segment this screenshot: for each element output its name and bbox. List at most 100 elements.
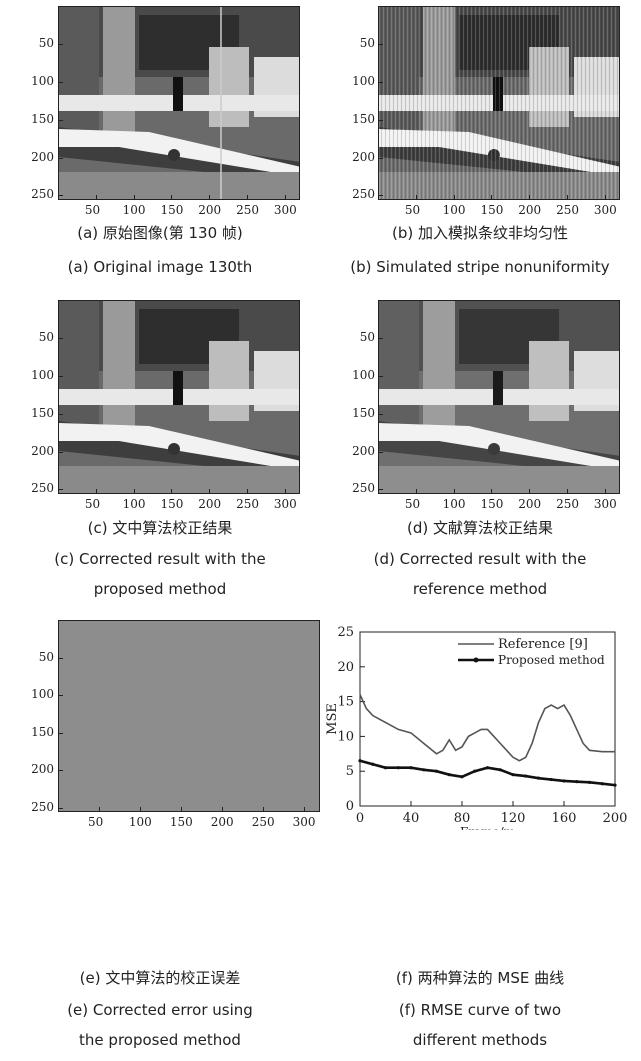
panel-d-image [378, 300, 620, 494]
y-tick [58, 770, 63, 771]
panel-c-image [58, 300, 300, 494]
x-tick-label: 250 [556, 497, 579, 511]
panel-a: (a) 原始图像(第 130 帧) (a) Original image 130… [0, 0, 320, 292]
x-tick [95, 489, 97, 494]
x-tick-label: 200 [518, 203, 542, 217]
x-tick [171, 195, 173, 200]
x-tick-label: 300 [593, 203, 617, 217]
panel-b-image [378, 6, 620, 200]
y-tick-label: 150 [352, 111, 375, 126]
x-tick-label: 150 [480, 203, 504, 217]
y-tick-label: 150 [31, 724, 54, 739]
panel-a-image [58, 6, 300, 200]
x-tick-label: 150 [480, 497, 504, 511]
panel-c-caption-cn: (c) 文中算法校正结果 [87, 519, 233, 537]
y-tick [58, 157, 63, 159]
y-tick-label: 50 [359, 35, 375, 50]
panel-e-image [58, 620, 320, 812]
x-tick [247, 489, 249, 494]
x-tick [604, 195, 606, 200]
panel-c: (c) 文中算法校正结果 (c) Corrected result with t… [0, 292, 320, 620]
panel-a-caption-cn: (a) 原始图像(第 130 帧) [77, 224, 243, 242]
panel-f: 0 5 10 15 20 25 0 40 80 120 160 200 Frame/m MSE Refere… [320, 620, 641, 1061]
panel-b-caption-en: (b) Simulated stripe nonuniformity [350, 258, 610, 276]
x-tick-label: 200 [198, 497, 222, 511]
x-tick [415, 489, 417, 494]
chart-point-proposed [600, 782, 604, 786]
x-tick-label: 100 [128, 815, 152, 829]
panel-f-caption-cn: (f) 两种算法的 MSE 曲线 [395, 969, 565, 987]
thermal-scene-striped-image [379, 7, 619, 199]
panel-d-caption-en-2: reference method [412, 580, 548, 598]
x-tick [567, 195, 569, 200]
chart-x-axis-label: Frame/m [460, 825, 516, 830]
y-tick-label: 200 [31, 443, 54, 458]
y-tick-label: 200 [352, 149, 375, 164]
chart-point-proposed [511, 773, 515, 777]
x-tick [284, 489, 286, 494]
reference-corrected-scene-image [379, 301, 619, 493]
y-tick [58, 375, 63, 377]
y-tick-label: 100 [31, 687, 54, 701]
panel-e-caption-en-2: the proposed method [79, 1031, 241, 1049]
x-tick [262, 807, 264, 812]
chart-point-proposed [485, 766, 490, 770]
panel-e-caption-en-1: (e) Corrected error using [67, 1001, 253, 1019]
y-tick [58, 413, 63, 415]
y-tick-label: 50 [38, 329, 54, 344]
y-tick-label: 200 [352, 443, 375, 458]
y-tick [378, 157, 383, 159]
panel-a-caption-en: (a) Original image 130th [67, 258, 253, 276]
panel-d: (d) 文献算法校正结果 (d) Corrected result with t… [320, 292, 641, 620]
chart-y-tick-label: 10 [337, 729, 354, 744]
y-tick [378, 489, 383, 491]
y-tick [378, 43, 383, 45]
legend-marker-proposed [473, 657, 479, 663]
x-tick [303, 807, 305, 812]
x-tick-label: 250 [556, 203, 579, 217]
y-tick-label: 250 [31, 799, 54, 814]
chart-point-proposed [613, 783, 617, 787]
x-tick-label: 50 [84, 203, 101, 217]
chart-point-proposed [447, 773, 451, 777]
x-tick-label: 150 [160, 497, 184, 511]
chart-x-tick-label: 80 [454, 811, 471, 826]
chart-point-proposed [536, 776, 541, 780]
x-tick [529, 489, 531, 494]
chart-y-tick-label: 0 [346, 799, 354, 814]
y-tick [378, 337, 383, 339]
chart-y-tick-label: 20 [337, 660, 354, 675]
chart-point-proposed [549, 777, 553, 782]
panel-c-caption-en-1: (c) Corrected result with the [54, 550, 266, 568]
x-tick-label: 200 [518, 497, 542, 511]
x-tick [491, 489, 493, 494]
x-tick-label: 300 [593, 497, 617, 511]
chart-point-proposed [434, 769, 439, 773]
x-tick [567, 489, 569, 494]
x-tick [95, 195, 97, 200]
y-tick-label: 100 [31, 73, 54, 88]
chart-point-proposed [358, 759, 362, 763]
chart-point-proposed [524, 774, 528, 778]
chart-point-proposed [409, 766, 413, 770]
x-tick [247, 195, 249, 200]
x-tick-label: 300 [292, 815, 316, 829]
y-tick [58, 119, 63, 121]
x-tick-label: 200 [198, 203, 222, 217]
panel-b: (b) 加入模拟条纹非均匀性 (b) Simulated stripe nonu… [320, 0, 641, 292]
y-tick-label: 50 [38, 649, 54, 664]
panel-b-caption-cn: (b) 加入模拟条纹非均匀性 [392, 224, 568, 242]
chart-series-line-reference [359, 694, 615, 762]
x-tick [529, 195, 531, 200]
y-tick [378, 81, 383, 83]
x-tick-label: 100 [442, 497, 466, 511]
y-tick-label: 250 [352, 481, 375, 496]
y-tick [58, 81, 63, 83]
chart-point-proposed [371, 762, 375, 766]
x-tick-label: 100 [122, 497, 146, 511]
y-tick-label: 100 [352, 367, 375, 382]
x-tick [415, 195, 417, 200]
legend-label-reference: Reference [9] [498, 637, 588, 652]
chart-x-tick-label: 200 [603, 811, 628, 826]
x-tick-label: 300 [273, 497, 297, 511]
